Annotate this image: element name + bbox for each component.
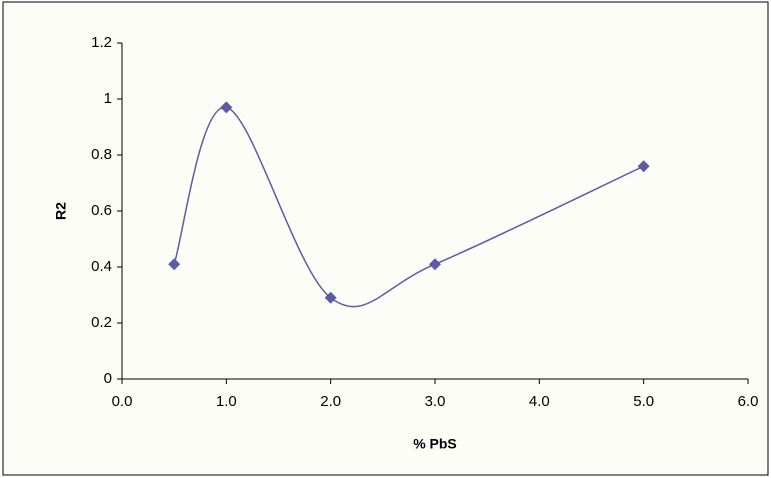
x-tick-label: 2.0 — [320, 393, 341, 410]
marker — [168, 258, 181, 271]
x-tick-label: 5.0 — [633, 393, 654, 410]
y-tick-label: 0.6 — [91, 202, 112, 219]
x-tick-label: 1.0 — [216, 393, 237, 410]
marker — [324, 291, 337, 304]
y-tick-label: 0.8 — [91, 146, 112, 163]
x-axis-title: % PbS — [413, 436, 457, 452]
x-tick-label: 0.0 — [112, 393, 133, 410]
y-tick-label: 1 — [104, 90, 112, 107]
x-tick-label: 3.0 — [425, 393, 446, 410]
y-axis-title: R2 — [53, 202, 69, 220]
x-tick-label: 4.0 — [529, 393, 550, 410]
marker — [637, 160, 650, 173]
y-tick-label: 0 — [104, 370, 112, 387]
y-tick-label: 0.2 — [91, 314, 112, 331]
x-tick-label: 6.0 — [738, 393, 759, 410]
marker — [429, 258, 441, 271]
y-tick-label: 1.2 — [91, 34, 112, 51]
y-tick-label: 0.4 — [91, 258, 112, 275]
marker — [220, 101, 233, 114]
